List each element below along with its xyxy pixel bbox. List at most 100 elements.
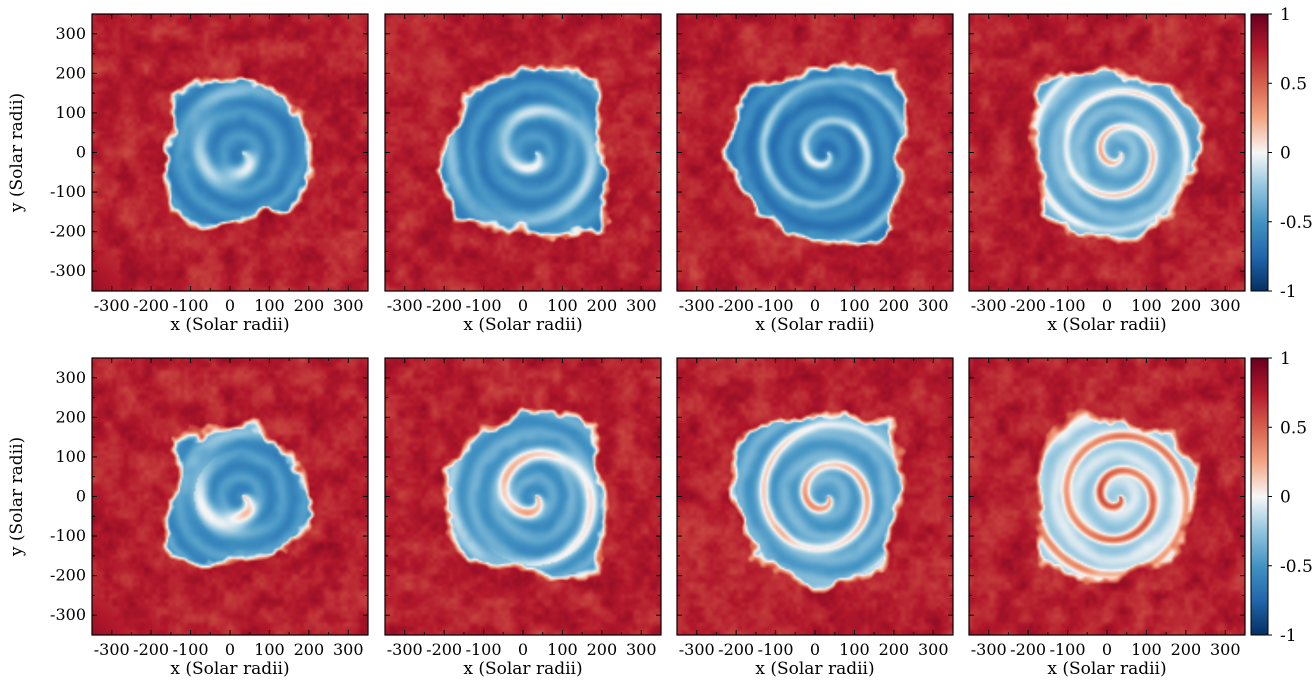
- colorbar-1: 1 0.5 0 -0.5 -1: [1250, 349, 1313, 646]
- x-tick-label: -100: [758, 640, 794, 659]
- heatmap-image: [92, 358, 368, 635]
- x-tick-label: 100: [1131, 640, 1162, 659]
- x-tick-label: -100: [173, 296, 209, 315]
- colorbar-gradient: [1250, 13, 1269, 292]
- x-tick-label: -100: [466, 640, 502, 659]
- x-tick-label: 200: [587, 640, 618, 659]
- x-tick-label: 100: [254, 296, 285, 315]
- x-tick-label: -300: [971, 296, 1007, 315]
- colorbar-tick-label: 0: [1280, 488, 1291, 508]
- y-tick-label: 200: [55, 63, 86, 82]
- panel-r0-c1: -300 -200 -100 0 100 200 300 x (Solar radii): [384, 13, 662, 335]
- x-tick-label: -200: [718, 296, 754, 315]
- heatmap-image: [385, 358, 661, 635]
- x-tick-label: -300: [679, 640, 715, 659]
- x-tick-label: 0: [225, 640, 235, 659]
- x-tick-label: -100: [1050, 296, 1086, 315]
- x-axis-label: x (Solar radii): [463, 315, 582, 335]
- colorbar-tick-label: -1: [1280, 626, 1297, 646]
- x-tick-label: -300: [94, 296, 130, 315]
- x-tick-label: 300: [918, 640, 949, 659]
- x-tick-label: -100: [466, 296, 502, 315]
- y-tick-label: 100: [55, 447, 86, 466]
- colorbar-gradient: [1250, 357, 1269, 636]
- x-tick-label: 100: [1131, 296, 1162, 315]
- x-tick-label: -200: [1010, 296, 1046, 315]
- x-tick-label: 100: [547, 296, 578, 315]
- x-tick-label: 200: [587, 296, 618, 315]
- y-tick-label: -100: [50, 182, 86, 201]
- panel-r0-c2: -300 -200 -100 0 100 200 300 x (Solar radii): [676, 13, 954, 335]
- x-tick-label: 0: [810, 296, 820, 315]
- x-axis-label: x (Solar radii): [170, 659, 289, 679]
- y-tick-label: 0: [76, 487, 86, 506]
- x-axis-label: x (Solar radii): [755, 659, 874, 679]
- x-tick-label: 200: [294, 640, 325, 659]
- y-axis-label: y (Solar radii): [7, 93, 27, 213]
- heatmap-image: [677, 358, 953, 635]
- y-tick-label: -200: [50, 566, 86, 585]
- x-tick-label: -100: [173, 640, 209, 659]
- x-tick-label: -300: [94, 640, 130, 659]
- x-tick-label: -100: [758, 296, 794, 315]
- x-tick-label: -300: [387, 640, 423, 659]
- x-tick-label: -100: [1050, 640, 1086, 659]
- panel-r1-c3: -300 -200 -100 0 100 200 300 x (Solar radii): [968, 357, 1246, 679]
- colorbar-tick-label: -1: [1280, 282, 1297, 302]
- colorbar-tick-label: 0: [1280, 144, 1291, 164]
- heatmap-image: [969, 14, 1245, 291]
- x-tick-label: -200: [718, 640, 754, 659]
- x-tick-label: 200: [879, 640, 910, 659]
- x-tick-label: -200: [426, 296, 462, 315]
- x-tick-label: 300: [333, 296, 364, 315]
- x-tick-label: 100: [839, 296, 870, 315]
- x-tick-label: 0: [225, 296, 235, 315]
- y-tick-label: -200: [50, 222, 86, 241]
- colorbar-tick-label: -0.5: [1280, 213, 1313, 233]
- x-tick-label: 300: [626, 640, 657, 659]
- colorbar-tick-label: -0.5: [1280, 557, 1313, 577]
- heatmap-image: [92, 14, 368, 291]
- panel-r1-c1: -300 -200 -100 0 100 200 300 x (Solar radii): [384, 357, 662, 679]
- x-tick-label: 200: [1171, 296, 1202, 315]
- x-axis-label: x (Solar radii): [1047, 659, 1166, 679]
- x-tick-label: 100: [254, 640, 285, 659]
- x-tick-label: 200: [879, 296, 910, 315]
- y-axis-label: y (Solar radii): [7, 437, 27, 557]
- x-axis-label: x (Solar radii): [170, 315, 289, 335]
- x-tick-label: 0: [810, 640, 820, 659]
- x-axis-label: x (Solar radii): [755, 315, 874, 335]
- heatmap-image: [385, 14, 661, 291]
- x-tick-label: 300: [333, 640, 364, 659]
- x-tick-label: -200: [426, 640, 462, 659]
- x-tick-label: 300: [1210, 296, 1241, 315]
- x-tick-label: 200: [1171, 640, 1202, 659]
- x-tick-label: 0: [518, 296, 528, 315]
- x-tick-label: 300: [1210, 640, 1241, 659]
- x-tick-label: -300: [679, 296, 715, 315]
- y-tick-label: 0: [76, 143, 86, 162]
- heatmap-image: [969, 358, 1245, 635]
- x-axis-label: x (Solar radii): [1047, 315, 1166, 335]
- x-tick-label: 0: [518, 640, 528, 659]
- x-tick-label: -200: [1010, 640, 1046, 659]
- y-tick-label: 300: [55, 24, 86, 43]
- x-tick-label: 0: [1102, 640, 1112, 659]
- y-tick-label: -300: [50, 261, 86, 280]
- y-tick-label: 200: [55, 407, 86, 426]
- x-tick-label: -200: [133, 296, 169, 315]
- x-tick-label: 200: [294, 296, 325, 315]
- x-tick-label: 300: [626, 296, 657, 315]
- x-tick-label: -300: [971, 640, 1007, 659]
- panel-r1-c2: -300 -200 -100 0 100 200 300 x (Solar radii): [676, 357, 954, 679]
- x-tick-label: 300: [918, 296, 949, 315]
- y-tick-label: 300: [55, 368, 86, 387]
- colorbar-0: 1 0.5 0 -0.5 -1: [1250, 5, 1313, 302]
- colorbar-tick-label: 0.5: [1280, 418, 1307, 438]
- x-tick-label: 100: [839, 640, 870, 659]
- colorbar-tick-label: 1: [1280, 349, 1291, 369]
- y-tick-label: 100: [55, 103, 86, 122]
